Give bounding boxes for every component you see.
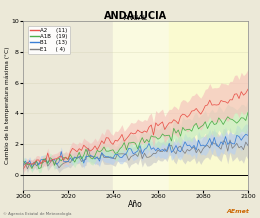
Text: AEmet: AEmet [227, 209, 250, 214]
Text: ANUAL: ANUAL [124, 15, 147, 21]
Bar [169, 22, 248, 190]
Bar [113, 22, 169, 190]
Text: © Agencia Estatal de Meteorología: © Agencia Estatal de Meteorología [3, 212, 71, 216]
Title: ANDALUCIA: ANDALUCIA [104, 11, 167, 21]
Y-axis label: Cambio de la temperatura máxima (°C): Cambio de la temperatura máxima (°C) [4, 47, 10, 164]
Legend: A2     (11), A1B   (19), B1     (13), E1     ( 4): A2 (11), A1B (19), B1 (13), E1 ( 4) [28, 26, 70, 54]
X-axis label: Año: Año [128, 201, 143, 209]
